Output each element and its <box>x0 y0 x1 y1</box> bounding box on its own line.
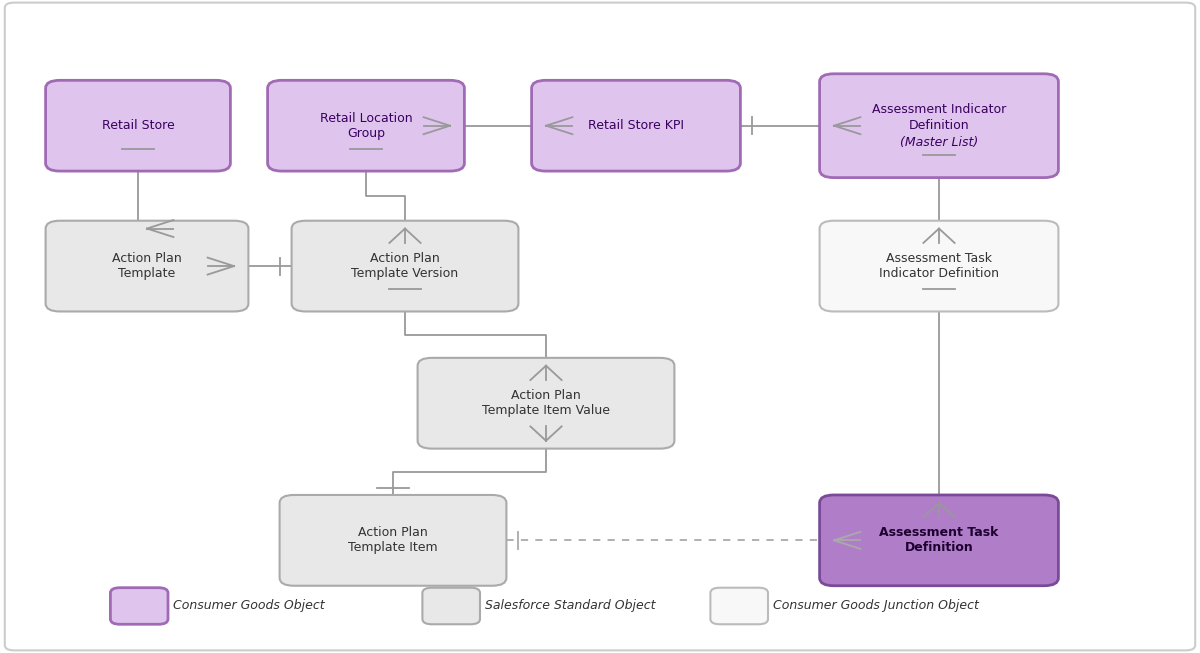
FancyBboxPatch shape <box>110 588 168 624</box>
Text: (Master List): (Master List) <box>900 136 978 148</box>
Text: Consumer Goods Junction Object: Consumer Goods Junction Object <box>773 599 979 613</box>
FancyBboxPatch shape <box>532 80 740 171</box>
FancyBboxPatch shape <box>280 495 506 586</box>
Text: Action Plan
Template: Action Plan Template <box>112 252 182 280</box>
FancyBboxPatch shape <box>46 80 230 171</box>
Text: Retail Location
Group: Retail Location Group <box>319 112 413 140</box>
Text: Action Plan
Template Version: Action Plan Template Version <box>352 252 458 280</box>
Text: Retail Store: Retail Store <box>102 119 174 132</box>
FancyBboxPatch shape <box>710 588 768 624</box>
FancyBboxPatch shape <box>46 221 248 311</box>
FancyBboxPatch shape <box>5 3 1195 650</box>
Text: Consumer Goods Object: Consumer Goods Object <box>173 599 324 613</box>
Text: Assessment Task
Indicator Definition: Assessment Task Indicator Definition <box>878 252 998 280</box>
FancyBboxPatch shape <box>422 588 480 624</box>
Text: Salesforce Standard Object: Salesforce Standard Object <box>485 599 655 613</box>
Text: Definition: Definition <box>908 119 970 132</box>
FancyBboxPatch shape <box>820 221 1058 311</box>
Text: Action Plan
Template Item: Action Plan Template Item <box>348 526 438 554</box>
Text: Assessment Task
Definition: Assessment Task Definition <box>880 526 998 554</box>
Text: Retail Store KPI: Retail Store KPI <box>588 119 684 132</box>
FancyBboxPatch shape <box>292 221 518 311</box>
Text: Assessment Indicator: Assessment Indicator <box>872 103 1006 116</box>
FancyBboxPatch shape <box>418 358 674 449</box>
FancyBboxPatch shape <box>820 495 1058 586</box>
Text: Action Plan
Template Item Value: Action Plan Template Item Value <box>482 389 610 417</box>
FancyBboxPatch shape <box>268 80 464 171</box>
FancyBboxPatch shape <box>820 74 1058 178</box>
